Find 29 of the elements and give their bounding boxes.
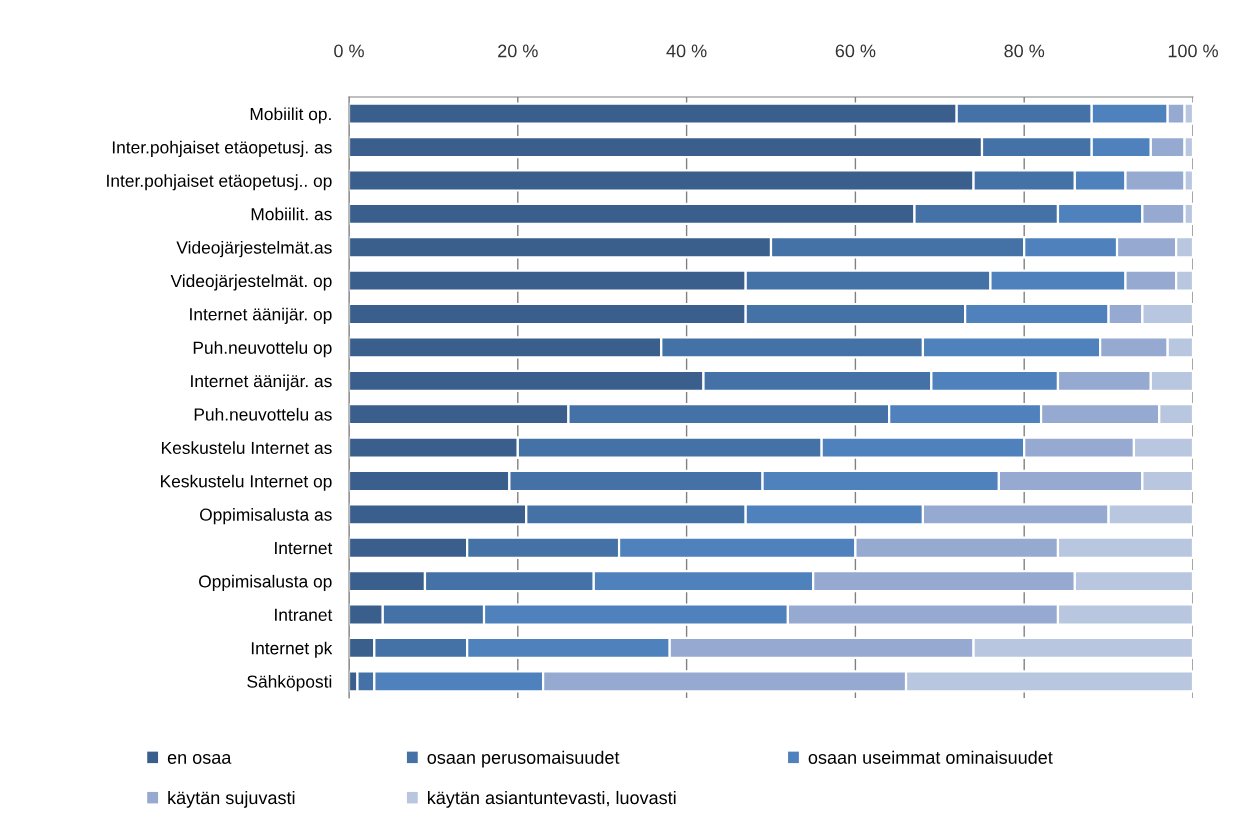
y-tick-label: Internet äänijär. as xyxy=(191,374,332,391)
x-tick-label: 60 % xyxy=(835,44,876,58)
y-tick-label: Mobiilit op. xyxy=(250,107,331,124)
y-tick-label: Oppimisalusta as xyxy=(200,508,332,525)
y-tick-label: Keskustelu Internet op xyxy=(161,474,332,491)
legend-label: en osaa xyxy=(167,754,232,764)
legend-label: käytän asiantuntevasti, luovasti xyxy=(427,790,676,808)
y-tick-label: Videojärjestelmät.as xyxy=(176,240,332,258)
y-tick-label: Sähköposti xyxy=(247,675,332,692)
y-tick-label: Inter.pohjaiset etäopetusj.. op xyxy=(107,174,332,191)
x-tick-label: 20 % xyxy=(498,44,538,58)
y-tick-label: Inter.pohjaiset etäopetusj. as xyxy=(112,140,332,157)
y-tick-label: Internet pk xyxy=(251,641,333,658)
x-tick-label: 0 % xyxy=(334,44,364,58)
y-tick-label: Puh.neuvottelu op xyxy=(193,341,332,358)
y-tick-label: Intranet xyxy=(275,608,333,621)
legend-label: osaan useimmat ominaisuudet xyxy=(808,750,1053,764)
y-tick-label: Videojärjestelmät. op xyxy=(170,274,332,291)
legend-label: käytän sujuvasti xyxy=(168,790,295,808)
y-tick-label: Oppimisalusta op xyxy=(199,574,332,592)
x-tick-label: 40 % xyxy=(666,44,707,58)
y-tick-label: Internet äänijär. op xyxy=(190,307,332,324)
x-tick-label: 80 % xyxy=(1004,44,1045,58)
y-tick-label: Internet xyxy=(275,542,333,555)
y-tick-label: Puh.neuvottelu as xyxy=(194,407,332,421)
legend-label: osaan perusomaisuudet xyxy=(427,750,620,768)
y-tick-label: Mobiilit. as xyxy=(251,207,332,221)
x-tick-label: 100 % xyxy=(1168,44,1218,58)
y-tick-label: Keskustelu Internet as xyxy=(161,441,332,455)
